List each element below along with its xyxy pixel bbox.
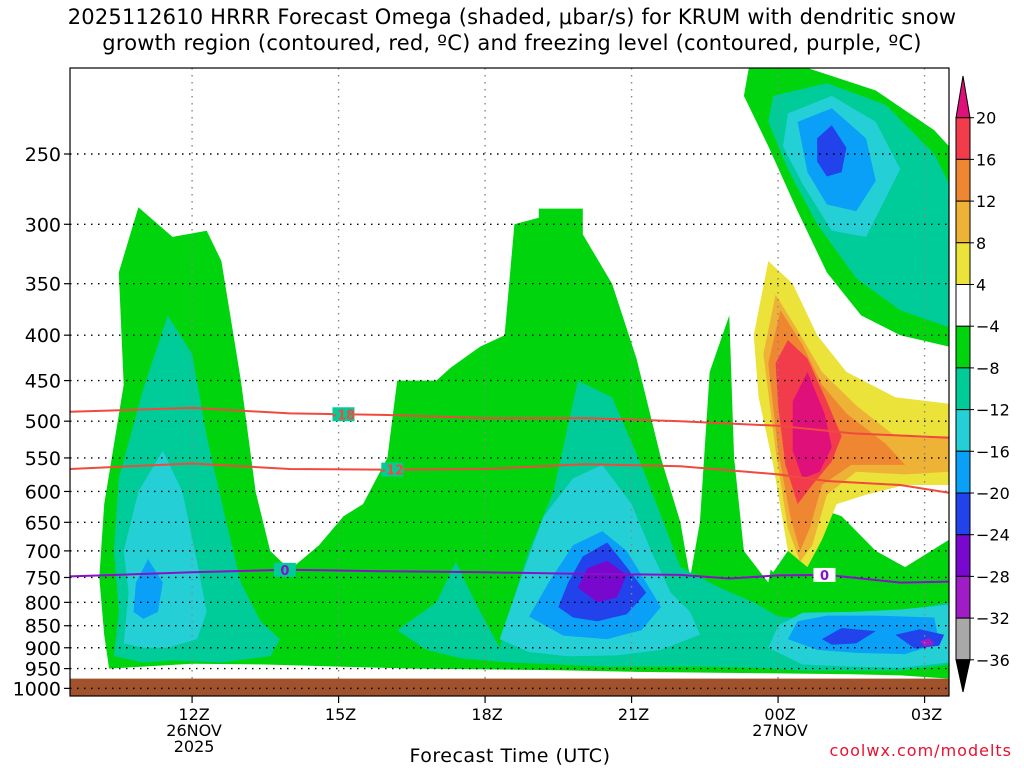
chart-title: 2025112610 HRRR Forecast Omega (shaded, …: [0, 4, 1024, 56]
colorbar-label-11: −28: [976, 567, 1010, 586]
colorbar-label-2: 12: [976, 192, 996, 211]
x-tick-date-12z: 26NOV: [166, 721, 222, 740]
colorbar-swatch-9: [955, 450, 971, 494]
colorbar-label-7: −12: [976, 401, 1010, 420]
colorbar-label-0: 20: [976, 109, 996, 128]
colorbar-label-1: 16: [976, 150, 996, 169]
y-tick-label-800: 800: [25, 592, 61, 614]
colorbar-swatch-13: [955, 617, 971, 661]
y-tick-label-400: 400: [25, 325, 61, 347]
source-watermark: coolwx.com/modelts: [829, 741, 1012, 760]
contour-label-bg-2: [273, 562, 296, 577]
colorbar-swatch-5: [955, 284, 971, 327]
omega-region-omega-over-20: [792, 371, 832, 479]
x-tick-year-12z: 2025: [174, 737, 215, 756]
contour-label-3: 0: [820, 569, 829, 584]
x-tick-label-12z: 12Z: [178, 705, 209, 724]
colorbar-swatch-1: [955, 117, 971, 160]
y-tick-label-350: 350: [25, 274, 61, 296]
colorbar-swatch-7: [955, 367, 971, 411]
contour-label-bg-0: [332, 407, 355, 422]
y-tick-label-500: 500: [25, 411, 61, 433]
colorbar-label-3: 8: [976, 234, 986, 253]
colorbar-swatch-3: [955, 200, 971, 244]
colorbar-swatch-8: [955, 409, 971, 452]
colorbar-label-5: −4: [976, 317, 1000, 336]
colorbar-swatch-12: [955, 575, 971, 619]
x-tick-label-00z: 00Z: [764, 705, 795, 724]
contour-label-0: -18: [332, 408, 356, 423]
colorbar-swatch-14: [955, 659, 971, 693]
plot-area: -18 -12 0 0: [70, 68, 949, 696]
x-tick-label-21z: 21Z: [618, 705, 649, 724]
y-tick-label-750: 750: [25, 567, 61, 589]
colorbar-swatch-11: [955, 534, 971, 577]
chart-title-line2: growth region (contoured, red, ºC) and f…: [102, 31, 922, 55]
colorbar-swatch-10: [955, 492, 971, 536]
contour-dendritic-12: [70, 462, 949, 494]
colorbar-label-4: 4: [976, 276, 986, 295]
contour-dendritic-18: [70, 406, 949, 439]
y-tick-label-950: 950: [25, 659, 61, 681]
y-tick-label-550: 550: [25, 448, 61, 470]
y-tick-label-900: 900: [25, 638, 61, 660]
y-tick-label-650: 650: [25, 512, 61, 534]
y-tick-label-450: 450: [25, 371, 61, 393]
colorbar-label-10: −24: [976, 526, 1010, 545]
x-tick-label-15z: 15Z: [325, 705, 356, 724]
plot-frame: [69, 67, 950, 697]
contour-label-bg-1: [381, 462, 404, 477]
x-axis-title: Forecast Time (UTC): [409, 745, 611, 767]
omega-region-omega-upper-blue-core: [817, 125, 847, 177]
contour-label-bg-3: [813, 567, 836, 582]
omega-region-omega-24-to-28-central: [577, 560, 627, 603]
colorbar-swatch-2: [955, 158, 971, 202]
colorbar-swatch-0: [955, 75, 971, 119]
colorbar-swatch-4: [955, 242, 971, 285]
y-tick-label-850: 850: [25, 616, 61, 638]
contour-label-1: -12: [381, 464, 405, 479]
colorbar-label-12: −32: [976, 609, 1010, 628]
ground-surface: [70, 678, 949, 696]
omega-region-omega-20-to-24-east-a: [822, 628, 876, 645]
y-tick-label-600: 600: [25, 481, 61, 503]
colorbar-label-9: −20: [976, 484, 1010, 503]
colorbar-label-8: −16: [976, 442, 1010, 461]
y-tick-label-1000: 1000: [13, 678, 61, 700]
x-tick-date-00z: 27NOV: [752, 721, 808, 740]
x-tick-label-18z: 18Z: [471, 705, 502, 724]
y-tick-label-700: 700: [25, 541, 61, 563]
colorbar-label-6: −8: [976, 359, 1000, 378]
y-tick-label-250: 250: [25, 144, 61, 166]
omega-region-omega-4-to-8-envelope: [99, 207, 949, 679]
x-tick-label-03z: 03Z: [911, 705, 942, 724]
colorbar-label-13: −36: [976, 651, 1010, 670]
y-tick-label-300: 300: [25, 214, 61, 236]
contour-label-2: 0: [280, 564, 289, 579]
colorbar-swatch-6: [955, 325, 971, 369]
chart-title-line1: 2025112610 HRRR Forecast Omega (shaded, …: [67, 5, 957, 29]
omega-region-omega-28-to-32-east: [919, 638, 935, 647]
contour-freezing-level-0: [70, 568, 949, 584]
